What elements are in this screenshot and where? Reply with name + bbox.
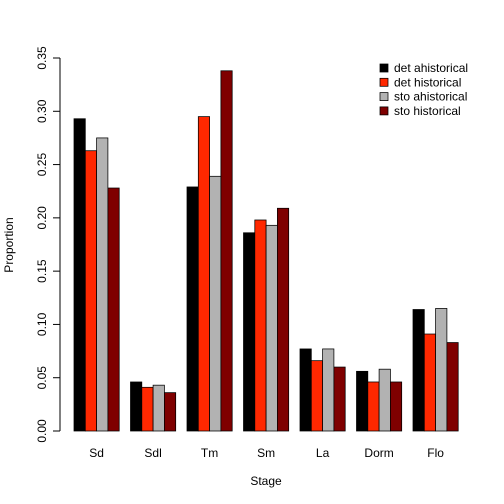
bar-tm-1 — [197, 116, 210, 432]
x-tick-labels: Sd Sdl Tm Sm La Dorm Flo — [89, 446, 444, 460]
legend-label: sto historical — [394, 104, 461, 118]
x-tick-label: Flo — [427, 446, 444, 460]
bar-tm-2 — [209, 175, 222, 432]
bar-sm-0 — [243, 232, 256, 432]
bar-sdl-1 — [141, 386, 154, 432]
bar-sdl-0 — [130, 381, 143, 432]
bar-sd-1 — [84, 150, 97, 432]
y-tick-label: 0.15 — [35, 259, 49, 283]
bar-dorm-0 — [356, 370, 369, 432]
bar-flo-3 — [446, 342, 459, 432]
y-axis: 0.00 0.05 0.10 0.15 0.20 0.25 0.30 0.35 — [35, 46, 61, 443]
legend-swatch — [379, 106, 389, 116]
bar-sdl-3 — [164, 392, 177, 432]
x-tick-label: Sm — [257, 446, 275, 460]
x-tick-label: Dorm — [364, 446, 393, 460]
y-tick-label: 0.30 — [35, 99, 49, 123]
bar-la-1 — [310, 360, 323, 432]
bar-flo-0 — [412, 309, 425, 432]
bar-dorm-2 — [378, 368, 391, 432]
bar-tm-0 — [186, 186, 199, 432]
y-axis-title: Proportion — [2, 217, 16, 272]
legend-label: sto ahistorical — [394, 90, 467, 104]
bar-sd-2 — [96, 137, 109, 432]
bar-sd-3 — [107, 187, 120, 432]
bar-dorm-1 — [367, 381, 380, 432]
bar-sd-0 — [73, 118, 86, 432]
legend-label: det historical — [394, 75, 461, 89]
legend-swatch — [379, 77, 389, 87]
bar-la-0 — [299, 348, 312, 432]
legend-swatch — [379, 92, 389, 101]
bar-flo-2 — [435, 308, 448, 432]
y-tick-label: 0.25 — [35, 153, 49, 177]
bar-la-3 — [333, 366, 346, 432]
y-tick-label: 0.00 — [35, 419, 49, 443]
legend-swatch — [379, 63, 389, 73]
bar-la-2 — [322, 348, 335, 432]
x-tick-label: Sd — [89, 446, 104, 460]
x-tick-label: Tm — [201, 446, 218, 460]
y-tick-label: 0.05 — [35, 366, 49, 390]
bar-dorm-3 — [390, 381, 403, 432]
bar-sm-3 — [277, 207, 290, 432]
y-tick-label: 0.20 — [35, 206, 49, 230]
y-tick-label: 0.10 — [35, 312, 49, 336]
x-axis-title: Stage — [250, 474, 282, 488]
bar-sm-2 — [265, 224, 278, 432]
bar-sdl-2 — [152, 384, 165, 432]
x-tick-label: La — [316, 446, 330, 460]
bar-tm-3 — [220, 70, 233, 432]
x-tick-label: Sdl — [144, 446, 161, 460]
bar-sm-1 — [254, 219, 267, 432]
bar-flo-1 — [423, 333, 436, 432]
legend-label: det ahistorical — [394, 61, 468, 75]
y-tick-label: 0.35 — [35, 46, 49, 70]
bars — [73, 70, 459, 432]
